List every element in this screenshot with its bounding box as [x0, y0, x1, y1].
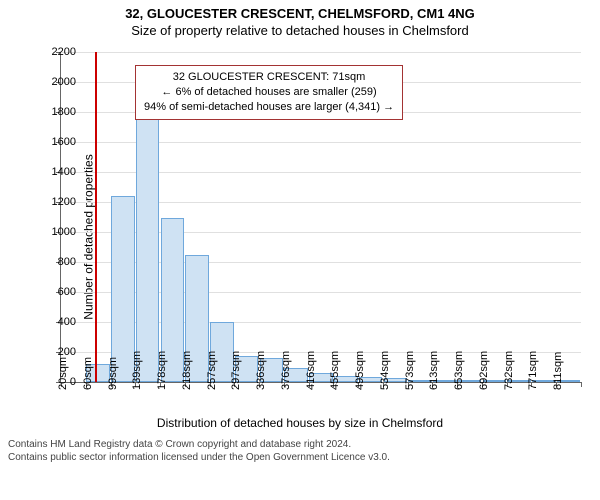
y-tick-label: 2000: [42, 76, 76, 88]
info-line-3: 94% of semi-detached houses are larger (…: [144, 100, 394, 115]
bar: [136, 112, 160, 382]
y-tick-label: 1000: [42, 226, 76, 238]
footer-line-1: Contains HM Land Registry data © Crown c…: [8, 438, 592, 451]
property-marker-line: [95, 52, 97, 382]
title-address: 32, GLOUCESTER CRESCENT, CHELMSFORD, CM1…: [0, 0, 600, 21]
gridline: [61, 52, 581, 53]
info-callout-box: 32 GLOUCESTER CRESCENT: 71sqm← 6% of det…: [135, 65, 403, 120]
title-subtitle: Size of property relative to detached ho…: [0, 21, 600, 42]
y-tick-label: 800: [42, 256, 76, 268]
chart-container: 32, GLOUCESTER CRESCENT, CHELMSFORD, CM1…: [0, 0, 600, 500]
y-tick-label: 1200: [42, 196, 76, 208]
x-axis-label: Distribution of detached houses by size …: [0, 416, 600, 430]
plot-region: 32 GLOUCESTER CRESCENT: 71sqm← 6% of det…: [60, 52, 581, 383]
footer-line-2: Contains public sector information licen…: [8, 451, 592, 464]
footer-attribution: Contains HM Land Registry data © Crown c…: [0, 432, 600, 464]
x-tick-mark: [581, 382, 582, 387]
info-line-2: ← 6% of detached houses are smaller (259…: [144, 85, 394, 100]
y-tick-label: 1400: [42, 166, 76, 178]
y-tick-label: 2200: [42, 46, 76, 58]
y-tick-label: 600: [42, 286, 76, 298]
y-tick-label: 400: [42, 316, 76, 328]
y-tick-label: 1800: [42, 106, 76, 118]
info-line-1: 32 GLOUCESTER CRESCENT: 71sqm: [144, 70, 394, 85]
y-tick-label: 1600: [42, 136, 76, 148]
chart-area: Number of detached properties 32 GLOUCES…: [0, 42, 600, 432]
